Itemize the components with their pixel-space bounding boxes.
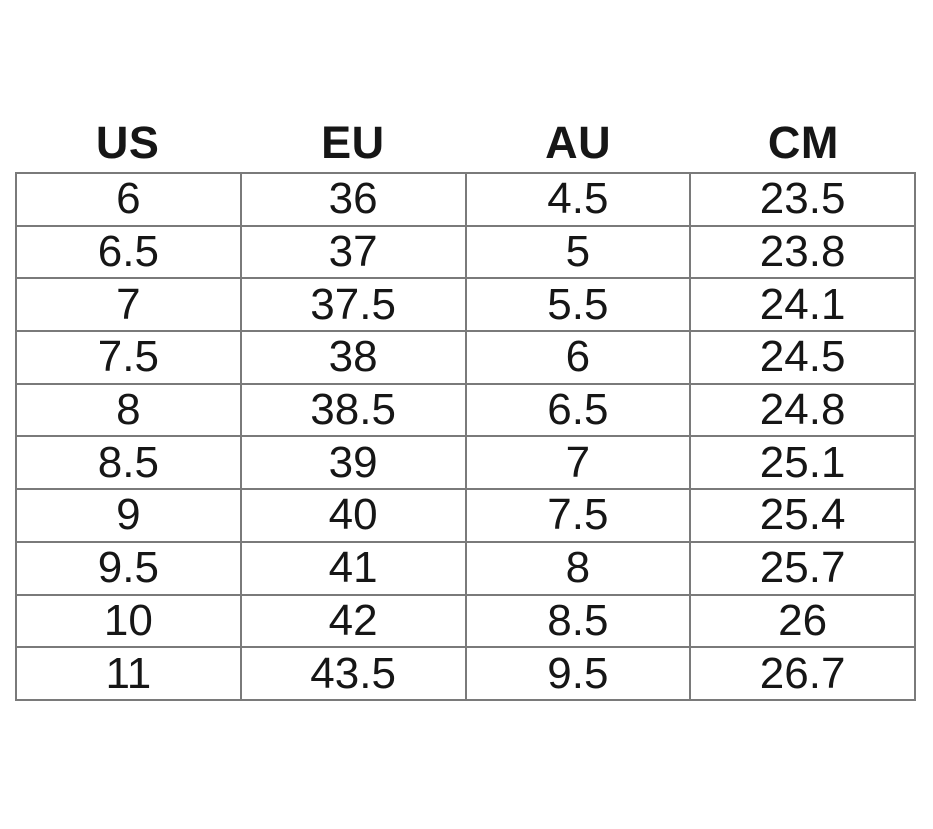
table-row: 8 38.5 6.5 24.8 (15, 382, 916, 438)
table-cell: 40 (239, 488, 467, 543)
table-cell: 7 (15, 277, 242, 333)
table-cell: 37 (239, 224, 467, 280)
column-headers: US EU AU CM (15, 116, 916, 168)
table-cell: 26.7 (689, 646, 916, 701)
table-cell: 8 (464, 540, 692, 596)
table-cell: 5.5 (464, 277, 692, 333)
table-cell: 36 (239, 172, 467, 227)
table-cell: 38 (239, 330, 467, 385)
table-cell: 24.5 (689, 330, 916, 385)
table-row: 7 37.5 5.5 24.1 (15, 277, 916, 333)
table-cell: 37.5 (239, 277, 467, 333)
table-row: 7.5 38 6 24.5 (15, 330, 916, 385)
table-row: 8.5 39 7 25.1 (15, 435, 916, 491)
table-cell: 41 (239, 540, 467, 596)
table-row: 6.5 37 5 23.8 (15, 224, 916, 280)
table-cell: 9 (15, 488, 242, 543)
column-header-us: US (95, 116, 160, 168)
table-row: 11 43.5 9.5 26.7 (15, 646, 916, 701)
table-row: 9.5 41 8 25.7 (15, 540, 916, 596)
table-cell: 10 (15, 593, 242, 649)
table-cell: 4.5 (464, 172, 692, 227)
table-cell: 6 (15, 172, 242, 227)
column-header-eu: EU (321, 116, 385, 168)
table-cell: 6 (464, 330, 692, 385)
size-table-body: 6 36 4.5 23.5 6.5 37 5 23.8 7 37.5 5.5 24.1 7.5 38 6 24… (15, 172, 916, 701)
table-cell: 8.5 (464, 593, 692, 649)
table-row: 9 40 7.5 25.4 (15, 488, 916, 543)
table-cell: 25.1 (689, 435, 916, 491)
table-cell: 6.5 (15, 224, 242, 280)
size-table: 6 36 4.5 23.5 6.5 37 5 23.8 7 37.5 5.5 24.1 7.5 38 6 24… (15, 172, 916, 701)
table-cell: 24.8 (689, 382, 916, 438)
table-cell: 11 (15, 646, 242, 701)
table-cell: 38.5 (239, 382, 467, 438)
table-cell: 25.7 (689, 540, 916, 596)
table-cell: 7.5 (15, 330, 242, 385)
table-cell: 23.8 (689, 224, 916, 280)
table-cell: 24.1 (689, 277, 916, 333)
table-cell: 8 (15, 382, 242, 438)
table-cell: 7.5 (464, 488, 692, 543)
table-cell: 5 (464, 224, 692, 280)
table-cell: 43.5 (239, 646, 467, 701)
table-cell: 9.5 (464, 646, 692, 701)
table-cell: 6.5 (464, 382, 692, 438)
table-cell: 25.4 (689, 488, 916, 543)
table-row: 10 42 8.5 26 (15, 593, 916, 649)
table-cell: 8.5 (15, 435, 242, 491)
table-cell: 39 (239, 435, 467, 491)
column-header-au: AU (545, 116, 612, 168)
table-row: 6 36 4.5 23.5 (15, 172, 916, 227)
table-cell: 42 (239, 593, 467, 649)
table-cell: 23.5 (689, 172, 916, 227)
table-cell: 7 (464, 435, 692, 491)
column-header-cm: CM (767, 116, 839, 168)
table-cell: 26 (689, 593, 916, 649)
table-cell: 9.5 (15, 540, 242, 596)
